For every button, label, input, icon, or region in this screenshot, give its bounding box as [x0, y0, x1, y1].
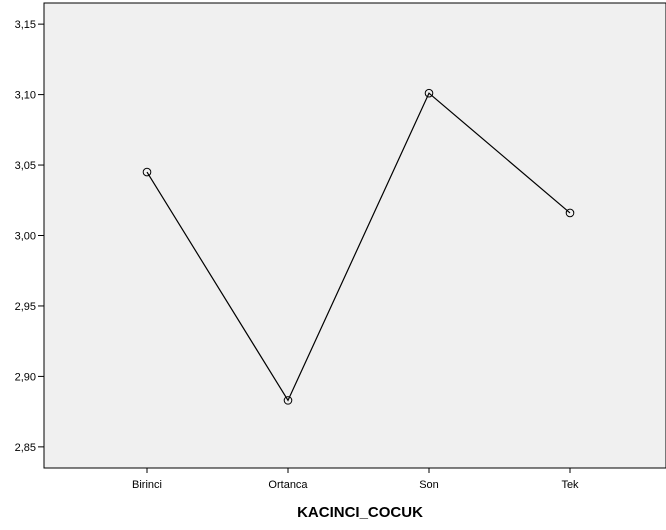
x-tick-label: Tek [561, 479, 579, 491]
y-tick-label: 3,10 [15, 90, 36, 102]
y-tick-label: 2,85 [15, 442, 36, 454]
data-line [146, 92, 571, 402]
x-axis-title: KACINCI_COCUK [297, 504, 423, 521]
y-tick-label: 3,05 [15, 160, 36, 172]
y-tick-label: 3,15 [15, 19, 36, 31]
x-tick-label: Ortanca [268, 479, 308, 491]
x-axis: Birinci Ortanca Son Tek [132, 468, 579, 491]
y-tick-label: 3,00 [15, 231, 36, 243]
series-line [142, 88, 575, 405]
plot-area [43, 2, 666, 469]
data-point-marker [565, 208, 575, 218]
data-point-marker [424, 88, 434, 98]
x-tick-label: Birinci [132, 479, 162, 491]
y-axis: 2,85 2,90 2,95 3,00 3,05 3,10 3,15 [15, 19, 44, 454]
y-tick-label: 2,95 [15, 301, 36, 313]
x-tick-label: Son [419, 479, 439, 491]
data-point-marker [142, 167, 152, 177]
y-tick-label: 2,90 [15, 371, 36, 383]
data-point-marker [283, 396, 293, 405]
